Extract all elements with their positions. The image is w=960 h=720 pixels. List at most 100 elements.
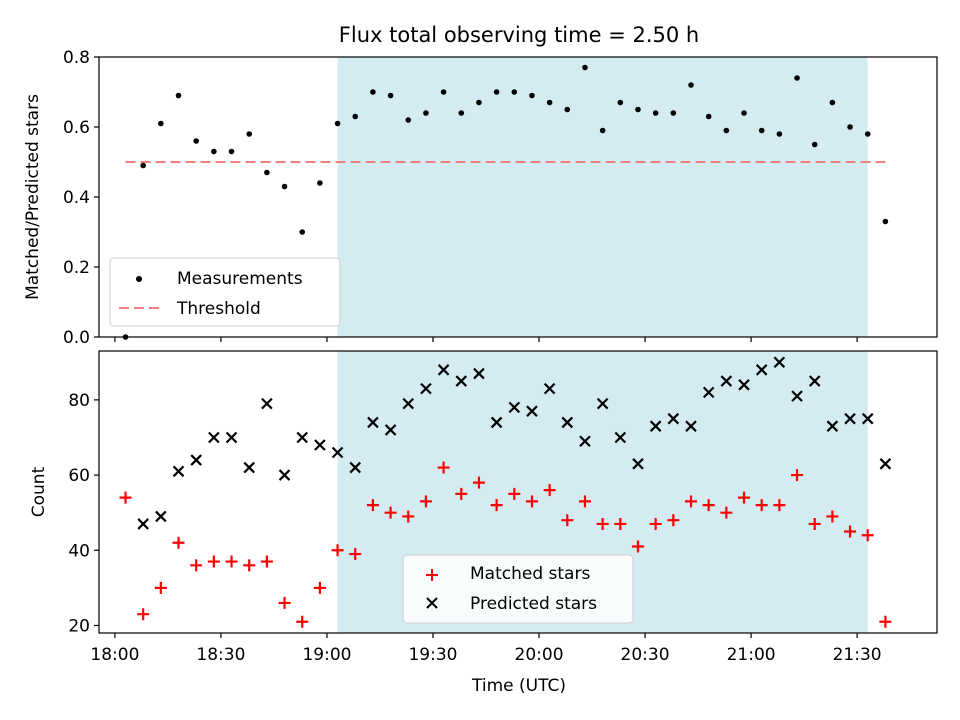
measurement-point	[546, 99, 553, 106]
x-tick-label: 20:00	[515, 645, 564, 665]
matched-star-point	[685, 495, 698, 508]
legend-measurements-label: Measurements	[177, 269, 303, 289]
x-tick-label: 18:30	[196, 645, 245, 665]
matched-star-point	[154, 581, 167, 594]
predicted-star-point	[208, 431, 220, 444]
measurement-point	[723, 127, 730, 134]
measurement-point	[635, 106, 641, 113]
predicted-star-point	[455, 375, 468, 387]
measurement-point	[387, 92, 394, 99]
predicted-star-point	[632, 458, 644, 470]
predicted-star-point	[402, 397, 415, 410]
bottom-y-tick-label: 20	[68, 616, 90, 636]
measurement-point	[670, 110, 677, 116]
x-tick-label: 21:00	[727, 645, 776, 665]
matched-star-point	[296, 615, 309, 628]
matched-star-point	[243, 559, 256, 572]
bottom-plot-frame	[98, 350, 938, 634]
measurement-point	[281, 183, 288, 190]
legend-predicted-marker	[426, 597, 438, 609]
x-tick-label: 18:00	[90, 645, 139, 665]
matched-star-point	[508, 487, 521, 500]
matched-star-point	[879, 615, 892, 628]
bottom-y-axis: 20 40 60 80	[68, 391, 99, 636]
predicted-star-point	[667, 412, 680, 425]
predicted-star-point	[137, 518, 149, 530]
predicted-star-point	[490, 416, 503, 429]
legend-matched-marker	[426, 569, 438, 581]
matched-star-point	[366, 499, 379, 512]
matched-star-point	[808, 517, 821, 530]
chart-title: Flux total observing time = 2.50 h	[339, 23, 699, 47]
measurement-point	[511, 89, 518, 95]
matched-star-point	[649, 517, 662, 530]
measurement-point	[493, 89, 500, 95]
bottom-predicted-series	[137, 356, 892, 530]
bottom-y-tick-label: 80	[68, 391, 90, 411]
matched-star-point	[720, 506, 733, 519]
top-y-tick-label: 0.4	[63, 188, 90, 208]
matched-star-point	[472, 476, 485, 489]
legend-threshold-label: Threshold	[176, 299, 261, 319]
measurement-point	[317, 180, 323, 186]
legend-matched-label: Matched stars	[470, 564, 590, 584]
matched-star-point	[402, 510, 415, 523]
measurement-point	[599, 127, 606, 134]
measurement-point	[758, 127, 765, 134]
measurement-point	[652, 110, 659, 116]
measurement-point	[423, 110, 429, 116]
measurement-point	[705, 113, 712, 120]
matched-star-point	[190, 559, 203, 572]
matched-star-point	[172, 536, 185, 549]
measurement-point	[776, 131, 783, 137]
predicted-star-point	[437, 364, 450, 376]
measurement-point	[458, 110, 465, 116]
measurement-point	[440, 89, 447, 95]
matched-star-point	[596, 517, 609, 530]
matched-star-point	[844, 525, 857, 538]
matched-star-point	[331, 544, 344, 557]
matched-star-point	[490, 499, 503, 512]
predicted-star-point	[225, 431, 238, 444]
matched-star-point	[826, 510, 839, 523]
predicted-star-point	[508, 401, 521, 414]
predicted-star-point	[473, 367, 485, 380]
measurement-point	[140, 162, 146, 169]
predicted-star-point	[579, 435, 591, 448]
measurement-point	[847, 124, 853, 130]
matched-star-point	[384, 506, 397, 519]
predicted-star-point	[755, 364, 768, 376]
measurement-point	[246, 131, 253, 137]
matched-star-point	[738, 491, 751, 504]
bottom-matched-series	[119, 461, 892, 628]
matched-star-point	[578, 495, 591, 508]
bottom-y-tick-label: 60	[68, 466, 90, 486]
matched-star-point	[561, 514, 574, 527]
matched-star-point	[791, 469, 804, 482]
x-tick-label: 19:30	[408, 645, 457, 665]
matched-star-point	[631, 540, 644, 553]
predicted-star-point	[190, 454, 202, 466]
measurement-point	[158, 120, 164, 127]
measurement-point	[476, 99, 482, 106]
predicted-star-point	[420, 382, 432, 395]
matched-star-point	[455, 487, 468, 500]
measurement-point	[193, 138, 199, 144]
matched-star-point	[861, 529, 874, 542]
x-tick-label: 21:30	[833, 645, 882, 665]
predicted-star-point	[172, 465, 185, 478]
predicted-star-point	[296, 431, 309, 444]
top-legend: Measurements Threshold	[109, 257, 341, 327]
matched-star-point	[119, 491, 132, 504]
predicted-star-point	[543, 382, 556, 395]
measurement-point	[811, 141, 818, 148]
predicted-star-point	[278, 469, 291, 481]
measurement-point	[299, 229, 306, 235]
measurement-point	[688, 82, 694, 88]
top-y-tick-label: 0.0	[63, 328, 90, 348]
predicted-star-point	[561, 416, 574, 429]
predicted-star-point	[526, 405, 538, 417]
predicted-star-point	[331, 446, 344, 459]
bottom-legend-box	[402, 554, 634, 624]
